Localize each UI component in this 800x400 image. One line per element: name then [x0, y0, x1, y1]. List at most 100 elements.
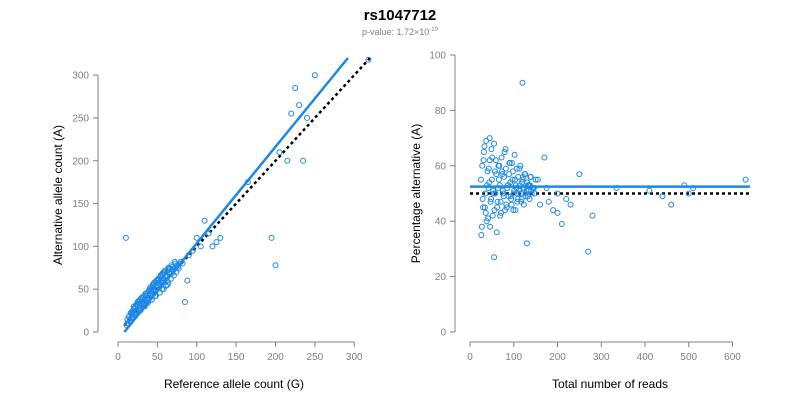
data-point [300, 157, 307, 164]
data-point [484, 168, 491, 175]
pvalue-text: p-value: 1.72×10 [362, 27, 429, 37]
x-axis-label: Total number of reads [552, 377, 668, 391]
data-point [126, 313, 133, 320]
data-point [272, 262, 279, 269]
data-point [166, 270, 173, 277]
data-point [496, 162, 503, 169]
scatter-panel-percentage: 0 100 200 300 400 500 600 0 20 40 60 80 100 Total num… [409, 51, 750, 391]
y-tick-label: 150 [72, 199, 89, 210]
data-point [122, 234, 129, 241]
data-point [148, 286, 155, 293]
data-point [481, 143, 488, 150]
y-tick-label: 40 [435, 217, 447, 228]
data-point [268, 234, 275, 241]
data-point [163, 274, 170, 281]
data-point [511, 151, 518, 158]
data-point [511, 187, 518, 194]
data-point [508, 201, 515, 208]
data-point [491, 140, 498, 147]
data-point [503, 201, 510, 208]
x-tick-label: 200 [549, 352, 566, 363]
data-point [494, 198, 501, 205]
data-point [525, 182, 532, 189]
data-point [528, 190, 535, 197]
y-tick-label: 0 [83, 328, 89, 339]
data-point [189, 247, 196, 254]
data-point [213, 239, 220, 246]
data-point [513, 165, 520, 172]
data-point [487, 223, 494, 230]
data-point [479, 196, 486, 203]
data-point [668, 201, 675, 208]
data-point [127, 310, 134, 317]
data-point [481, 204, 488, 211]
x-tick-label: 100 [505, 352, 522, 363]
data-point [567, 201, 574, 208]
x-tick-label: 50 [152, 352, 164, 363]
data-point [125, 320, 132, 327]
data-point [482, 209, 489, 216]
data-point [506, 160, 513, 167]
x-tick-label: 150 [228, 352, 245, 363]
data-point [156, 289, 163, 296]
data-point [512, 176, 519, 183]
data-point [585, 248, 592, 255]
data-point [505, 182, 512, 189]
data-point [491, 207, 498, 214]
data-point [521, 184, 528, 191]
chart-title: rs1047712 [364, 7, 437, 24]
x-tick-label: 300 [346, 352, 363, 363]
data-point [519, 79, 526, 86]
data-point [498, 154, 505, 161]
data-point [500, 190, 507, 197]
data-point [690, 184, 697, 191]
data-point [510, 207, 517, 214]
data-point [137, 306, 144, 313]
data-point [479, 162, 486, 169]
y-tick-label: 20 [435, 272, 447, 283]
y-tick-label: 300 [72, 71, 89, 82]
data-point [493, 171, 500, 178]
data-point [489, 212, 496, 219]
data-point [530, 184, 537, 191]
data-point [304, 114, 310, 121]
data-point [209, 243, 216, 250]
data-point [516, 165, 523, 172]
data-point [527, 173, 534, 180]
data-point [491, 254, 498, 261]
x-axis-label: Reference allele count (G) [164, 377, 304, 391]
data-point [478, 232, 485, 239]
data-point [515, 190, 522, 197]
data-point [488, 146, 495, 153]
data-point [518, 196, 525, 203]
x-tick-label: 600 [724, 352, 741, 363]
data-point [576, 171, 583, 178]
data-point [184, 277, 191, 284]
data-point [160, 269, 167, 276]
data-point [519, 176, 526, 183]
data-point [534, 176, 541, 183]
data-point [181, 299, 188, 306]
data-point [141, 296, 148, 303]
data-point [146, 287, 153, 294]
data-point [292, 84, 299, 91]
data-point [537, 201, 543, 208]
data-point [498, 209, 505, 216]
data-point [205, 230, 212, 237]
y-tick-label: 200 [72, 156, 89, 167]
data-point [519, 173, 526, 180]
data-point [284, 157, 291, 164]
data-point [179, 260, 186, 267]
data-point [507, 193, 514, 200]
data-point [490, 187, 497, 194]
y-axis-label: Percentage alternative (A) [409, 124, 423, 263]
data-point [478, 223, 485, 230]
data-point [497, 198, 504, 205]
data-point [509, 176, 516, 183]
data-point [217, 234, 224, 241]
data-point [152, 293, 159, 300]
data-point [160, 286, 167, 293]
data-point [244, 179, 251, 186]
